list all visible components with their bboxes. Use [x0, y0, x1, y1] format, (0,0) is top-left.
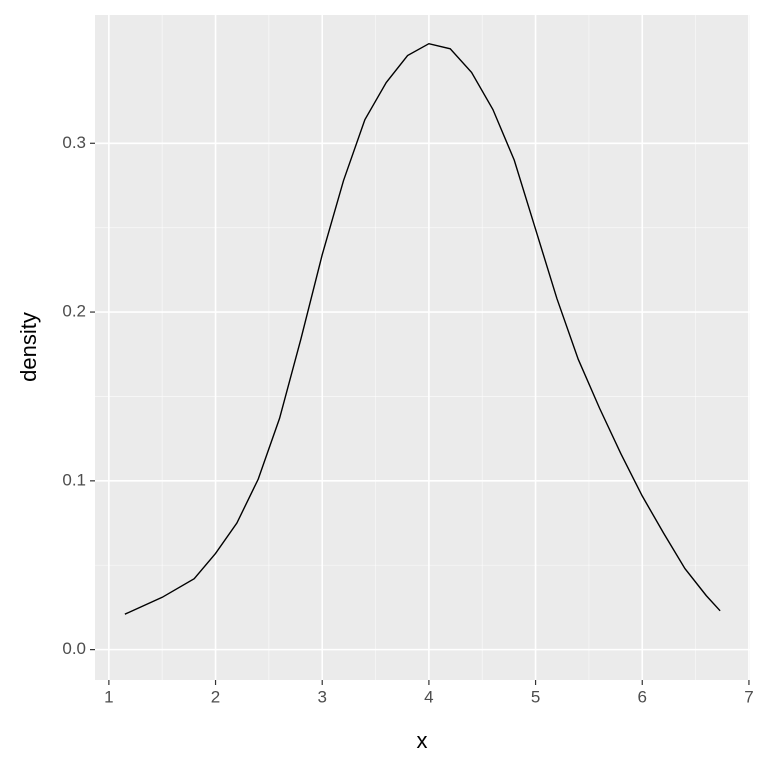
x-tick-label: 5 [531, 687, 540, 706]
x-tick-label: 3 [317, 687, 326, 706]
x-axis-title: x [417, 728, 428, 753]
y-tick-label: 0.1 [62, 470, 86, 489]
y-axis-title: density [16, 312, 41, 382]
marks [124, 42, 721, 615]
grid [95, 15, 750, 680]
x-tick-label: 2 [211, 687, 220, 706]
density-line [124, 42, 721, 615]
panel [95, 15, 750, 680]
x-tick-label: 6 [638, 687, 647, 706]
y-tick-label: 0.3 [62, 133, 86, 152]
x-tick-label: 7 [744, 687, 753, 706]
x-tick-label: 1 [104, 687, 113, 706]
y-tick-label: 0.0 [62, 639, 86, 658]
y-tick-label: 0.2 [62, 302, 86, 321]
x-tick-label: 4 [424, 687, 433, 706]
